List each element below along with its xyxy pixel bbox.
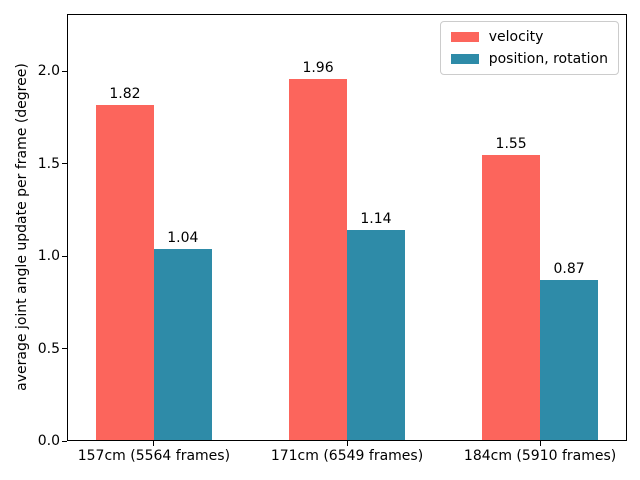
legend-swatch-position-rotation <box>450 54 479 64</box>
bar-position-rotation <box>347 230 405 441</box>
legend-label-position-rotation: position, rotation <box>488 51 608 67</box>
legend-entry-velocity: velocity <box>450 29 608 45</box>
y-axis-label-text: average joint angle update per frame (de… <box>14 63 30 391</box>
x-tick-mark <box>346 441 348 446</box>
x-tick-label: 157cm (5564 frames) <box>77 448 231 464</box>
y-tick-label: 0.5 <box>37 340 60 357</box>
y-tick-mark <box>62 70 67 72</box>
bar-value-label: 1.96 <box>302 59 334 76</box>
bar-position-rotation <box>540 280 599 441</box>
y-tick-mark <box>62 348 67 350</box>
y-tick-label: 0.0 <box>37 433 60 449</box>
y-tick-mark <box>62 440 67 442</box>
y-tick-label: 1.0 <box>37 248 60 265</box>
bar-position-rotation <box>153 248 212 441</box>
bar-value-label: 0.87 <box>553 261 585 278</box>
bar-value-label: 1.14 <box>360 211 392 228</box>
x-tick-label: 184cm (5910 frames) <box>463 448 617 464</box>
y-tick-label: 1.5 <box>37 155 60 172</box>
legend-entry-position-rotation: position, rotation <box>450 51 608 67</box>
legend-label-velocity: velocity <box>488 29 544 45</box>
y-tick-label: 2.0 <box>37 63 60 80</box>
plot-area: velocity position, rotation 0.0 0.5 1.0 1.5… <box>38 14 627 464</box>
bar-velocity <box>482 154 541 441</box>
x-tick-mark <box>153 441 155 446</box>
legend: velocity position, rotation <box>439 21 619 75</box>
y-tick-mark <box>62 163 67 165</box>
bar-velocity <box>95 104 154 441</box>
bar-velocity <box>289 78 347 441</box>
bar-value-label: 1.55 <box>495 135 527 152</box>
bar-value-label: 1.82 <box>109 85 141 102</box>
y-tick-mark <box>62 255 67 257</box>
bar-value-label: 1.04 <box>167 229 199 246</box>
legend-swatch-velocity <box>450 32 479 42</box>
x-tick-label: 171cm (6549 frames) <box>270 448 424 464</box>
x-tick-mark <box>539 441 541 446</box>
